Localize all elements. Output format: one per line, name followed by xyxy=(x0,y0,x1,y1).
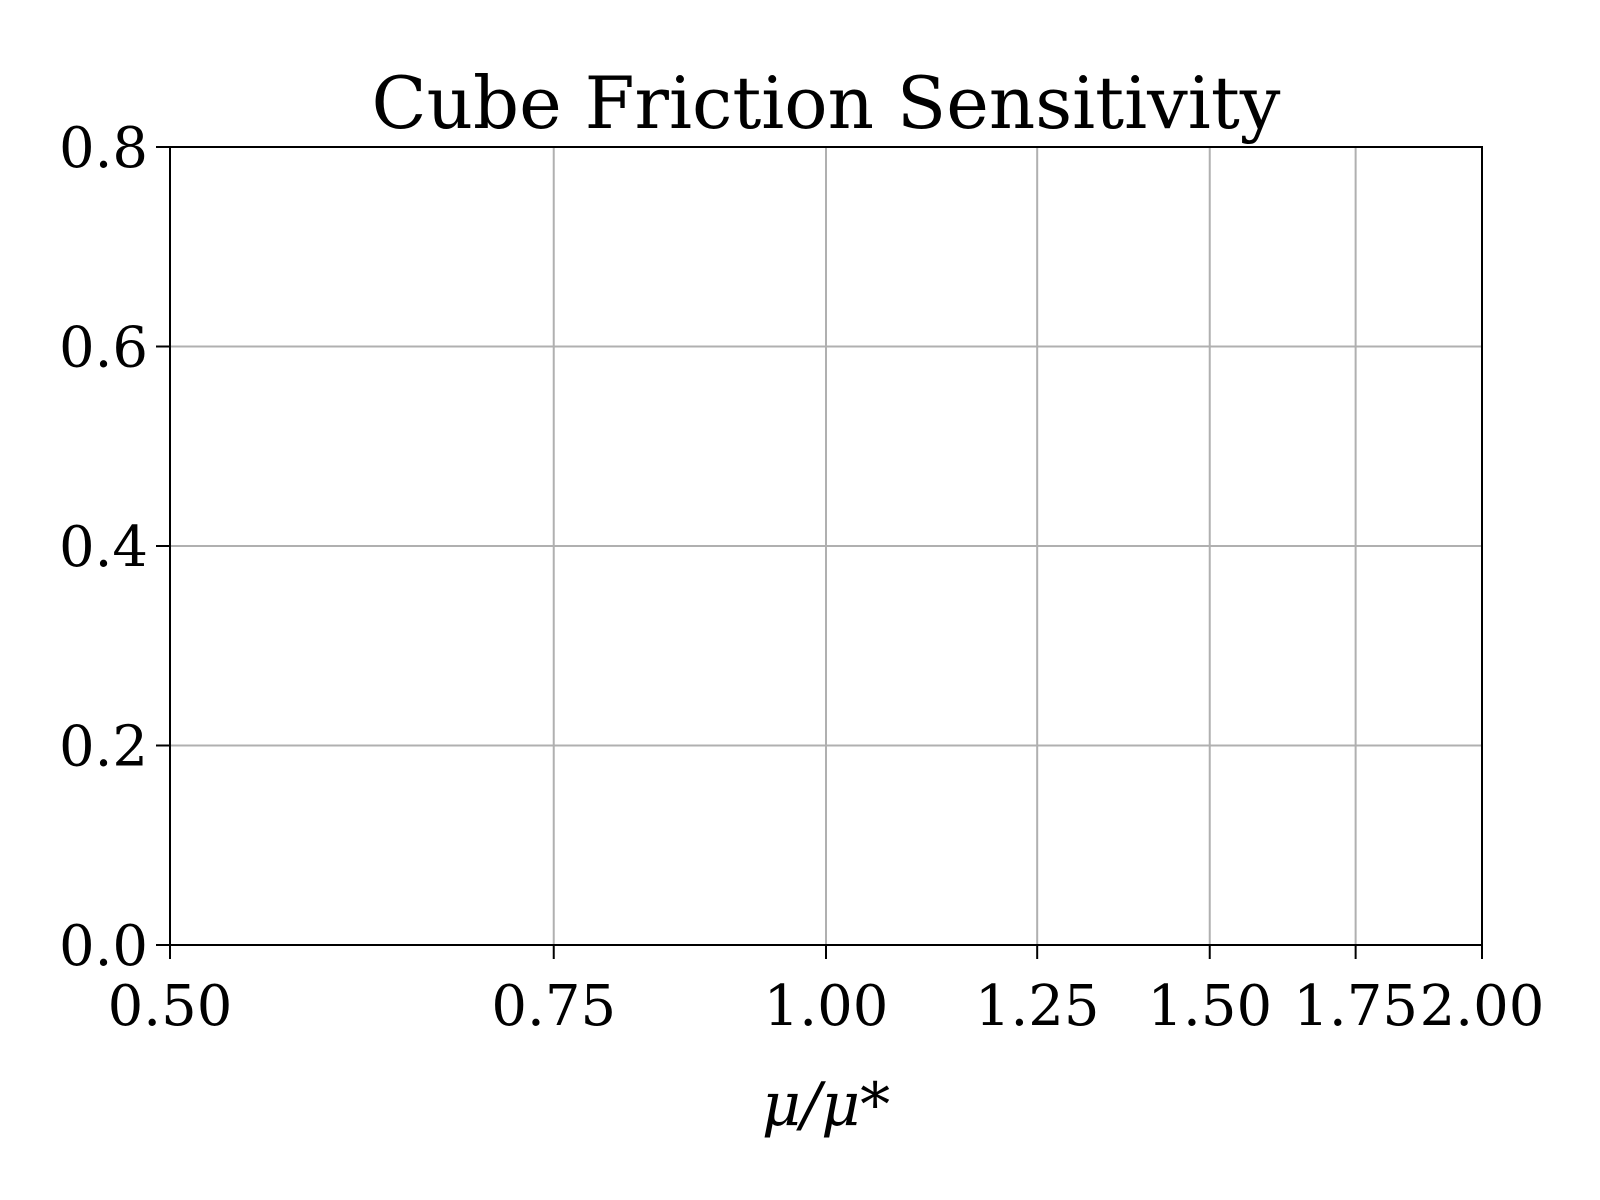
x-tick-label: 2.00 xyxy=(1420,974,1545,1039)
x-axis: 0.50 0.75 1.00 1.25 1.50 1.75 2.00 xyxy=(108,945,1545,1039)
y-tick-label: 0.2 xyxy=(59,715,148,780)
grid-lines xyxy=(169,146,1483,946)
x-tick-label: 1.00 xyxy=(764,974,889,1039)
y-tick-label: 0.0 xyxy=(59,914,148,979)
y-tick-label: 0.8 xyxy=(59,116,148,181)
y-tick-label: 0.6 xyxy=(59,316,148,381)
x-tick-label: 1.50 xyxy=(1147,974,1272,1039)
y-tick-label: 0.4 xyxy=(59,515,148,580)
x-tick-label: 0.50 xyxy=(108,974,233,1039)
x-tick-label: 1.25 xyxy=(975,974,1100,1039)
y-axis: 0.0 0.2 0.4 0.6 0.8 xyxy=(59,116,170,979)
chart-title: Cube Friction Sensitivity xyxy=(372,61,1281,145)
x-axis-label: μ/μ* xyxy=(762,1070,890,1140)
x-tick-label: 0.75 xyxy=(491,974,616,1039)
x-tick-label: 1.75 xyxy=(1293,974,1418,1039)
